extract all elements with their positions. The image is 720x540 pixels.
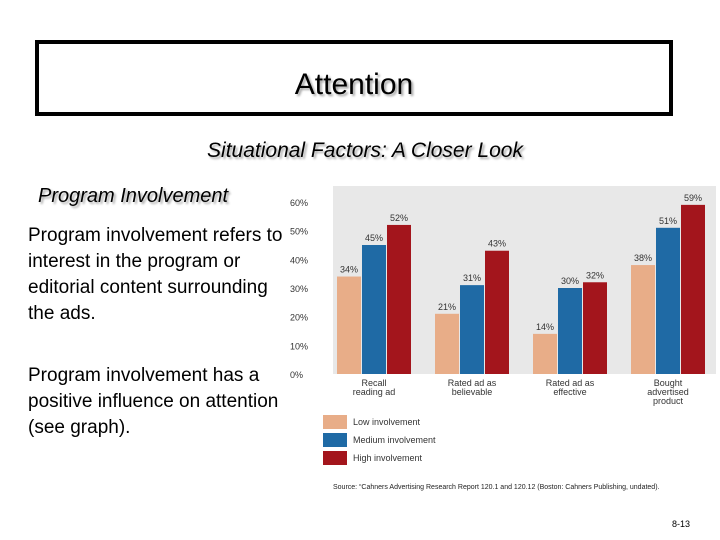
data-label: 14% — [536, 322, 554, 332]
bar — [533, 333, 557, 374]
y-tick-label: 0% — [290, 370, 303, 380]
slide-title: Attention — [294, 68, 414, 101]
data-label: 30% — [561, 276, 579, 286]
data-label: 34% — [340, 265, 358, 275]
bar — [337, 276, 361, 374]
paragraph-influence: Program involvement has a positive influ… — [28, 365, 279, 438]
bar — [656, 227, 680, 374]
page-number: 8-13 — [672, 519, 691, 529]
slide-subtitle: Situational Factors: A Closer Look — [207, 139, 523, 162]
y-tick-label: 50% — [290, 227, 308, 237]
data-label: 45% — [365, 233, 383, 243]
y-tick-label: 30% — [290, 284, 308, 294]
data-label: 38% — [634, 253, 652, 263]
involvement-bar-chart: 0% 10% 20% 30% 40% 50% 60% 34% 21% 14% 38% 45% 31% 30… — [290, 186, 716, 465]
category-label: Rated ad as effective — [546, 378, 595, 397]
y-tick-label: 40% — [290, 255, 308, 265]
y-tick-label: 10% — [290, 341, 308, 351]
legend-swatch — [323, 415, 347, 429]
y-tick-label: 60% — [290, 198, 308, 208]
bar — [558, 288, 582, 374]
bar — [435, 313, 459, 374]
legend-label: Medium involvement — [353, 435, 436, 445]
category-label: Bought advertised product — [647, 378, 689, 406]
title-box: Attention — [35, 40, 673, 116]
paragraph-definition: Program involvement refers to interest i… — [28, 225, 283, 324]
bar — [681, 204, 705, 374]
bar — [631, 265, 655, 374]
section-heading: Program Involvement — [38, 185, 229, 207]
legend-swatch — [323, 451, 347, 465]
data-label: 51% — [659, 216, 677, 226]
data-label: 52% — [390, 213, 408, 223]
legend-label: High involvement — [353, 453, 423, 463]
bar — [387, 224, 411, 374]
category-label: Rated ad as believable — [448, 378, 497, 397]
y-tick-label: 20% — [290, 313, 308, 323]
data-label: 32% — [586, 270, 604, 280]
legend-swatch — [323, 433, 347, 447]
legend-label: Low involvement — [353, 417, 421, 427]
bar — [583, 282, 607, 374]
bar — [362, 245, 386, 374]
data-label: 31% — [463, 273, 481, 283]
bar — [485, 250, 509, 374]
data-label: 21% — [438, 302, 456, 312]
source-note: Source: “Cahners Advertising Research Re… — [333, 484, 660, 491]
bar — [460, 285, 484, 374]
data-label: 59% — [684, 193, 702, 203]
category-label: Recall reading ad — [353, 378, 396, 397]
data-label: 43% — [488, 239, 506, 249]
